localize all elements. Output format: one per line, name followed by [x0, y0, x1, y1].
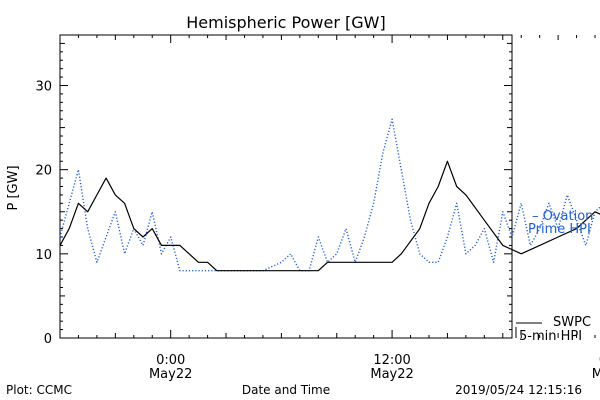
y-tick-label: 20 — [35, 164, 52, 179]
x-tick-label-time: 0:00 — [156, 353, 185, 368]
series-swpc-line — [59, 160, 600, 272]
plot-frame — [59, 34, 513, 339]
footer-plot-credit: Plot: CCMC — [6, 383, 72, 397]
y-tick-label: 30 — [35, 80, 52, 95]
x-tick-label-date: May23 — [592, 367, 600, 382]
series-ovation-line — [59, 118, 600, 272]
x-tick-label-date: May22 — [370, 367, 413, 382]
y-ticks: 0 10 20 30 — [35, 42, 512, 347]
legend-swpc: SWPC 5-min HPI — [515, 315, 591, 344]
y-tick-label: 10 — [35, 248, 52, 263]
y-axis-label: P [GW] — [6, 165, 21, 210]
y-tick-label: 0 — [44, 332, 52, 347]
series-layer — [59, 118, 600, 272]
legend-swpc-line2: 5-min HPI — [519, 329, 582, 344]
legend-ovation-line1: – Ovation — [532, 209, 593, 224]
x-ticks: 0:00May2212:00May220:00May2312:00May230:… — [59, 35, 600, 382]
footer-x-axis-label: Date and Time — [242, 383, 330, 397]
footer-timestamp: 2019/05/24 12:15:16 — [455, 383, 582, 397]
legend-ovation-line2: Prime HPI — [528, 222, 591, 237]
x-tick-label-time: 12:00 — [373, 353, 410, 368]
x-tick-label-date: May22 — [149, 367, 192, 382]
x-tick-label-time: 0:00 — [599, 353, 600, 368]
chart-title: Hemispheric Power [GW] — [186, 13, 385, 32]
legend-ovation: – Ovation Prime HPI — [528, 209, 593, 237]
legend-swpc-line1: SWPC — [553, 315, 591, 330]
